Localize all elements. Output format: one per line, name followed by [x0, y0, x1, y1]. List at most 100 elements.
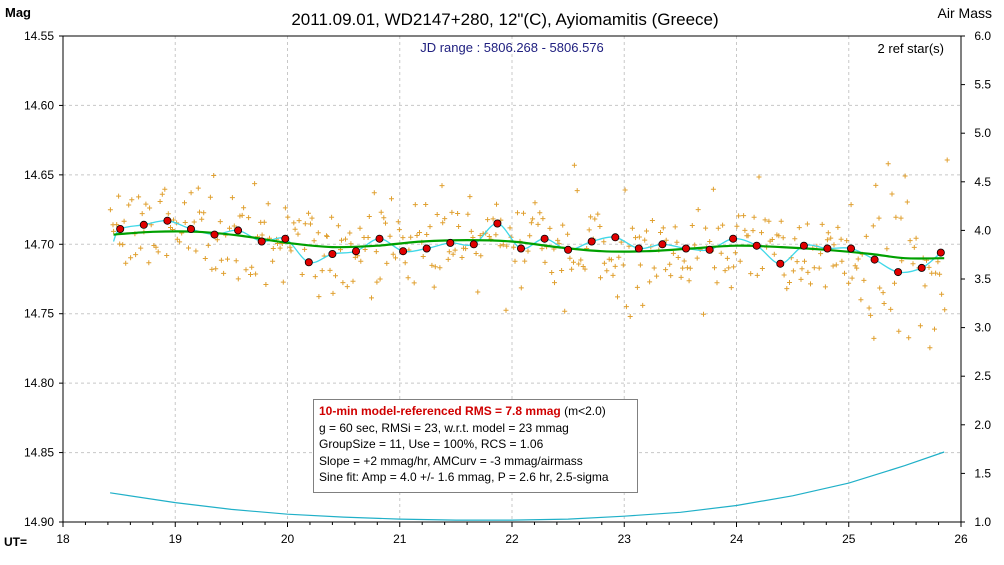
observation-point: [233, 258, 239, 264]
airmass-tick-label: 2.5: [974, 369, 991, 383]
observation-point: [542, 259, 548, 265]
mag-tick-label: 14.85: [24, 446, 54, 460]
observation-point: [876, 215, 882, 221]
observation-point: [907, 238, 913, 244]
observation-point: [778, 218, 784, 224]
observation-point: [681, 258, 687, 264]
observation-point: [412, 202, 418, 208]
x-axis-label: UT=: [4, 535, 27, 549]
observation-point: [762, 217, 768, 223]
airmass-curve: [110, 451, 945, 521]
group-mean-point: [328, 249, 337, 258]
observation-point: [434, 212, 440, 217]
observation-point: [302, 246, 308, 252]
observation-point: [854, 265, 860, 271]
observation-point: [759, 266, 765, 271]
observation-point: [139, 211, 145, 217]
observation-point: [846, 280, 852, 286]
observation-point: [942, 307, 948, 313]
observation-point: [734, 223, 740, 229]
observation-point: [231, 223, 237, 229]
observation-point: [107, 207, 113, 213]
observation-point: [751, 214, 757, 220]
observation-point: [111, 228, 117, 234]
observation-point: [578, 257, 584, 263]
x-tick-label: 23: [618, 532, 632, 546]
observation-point: [668, 273, 674, 279]
observation-point: [687, 265, 693, 271]
observation-point: [604, 268, 610, 274]
observation-point: [781, 272, 787, 278]
observation-point: [528, 220, 534, 226]
observation-point: [327, 267, 333, 273]
observation-point: [174, 236, 180, 242]
observation-point: [400, 235, 406, 241]
observation-point: [804, 221, 810, 227]
mag-tick-label: 14.90: [24, 515, 54, 529]
observation-point: [622, 187, 628, 193]
group-mean-point: [257, 237, 266, 246]
observation-point: [798, 276, 804, 282]
group-mean-point: [186, 224, 195, 233]
stats-box: 10-min model-referenced RMS = 7.8 mmag (…: [313, 399, 638, 493]
observation-point: [365, 235, 371, 240]
observation-point: [500, 242, 506, 248]
observation-point: [440, 220, 446, 226]
observation-point: [562, 308, 568, 314]
observation-point: [537, 210, 543, 216]
airmass-tick-label: 1.5: [974, 466, 991, 480]
observation-point: [348, 241, 354, 247]
observation-point: [358, 258, 364, 264]
observation-point: [465, 211, 471, 217]
observation-point: [637, 262, 643, 268]
x-tick-label: 26: [954, 532, 968, 546]
observation-point: [211, 173, 217, 178]
observation-point: [512, 258, 518, 264]
observation-point: [282, 205, 288, 211]
observation-point: [720, 222, 726, 228]
observation-point: [651, 265, 657, 271]
observation-point: [571, 162, 577, 168]
group-mean-point: [894, 268, 903, 277]
observation-point: [576, 261, 582, 267]
observation-point: [263, 282, 269, 287]
observation-point: [756, 174, 762, 180]
observation-point: [616, 254, 622, 260]
observation-point: [926, 264, 932, 270]
observation-point: [680, 265, 686, 271]
observation-point: [927, 345, 933, 351]
observation-point: [503, 307, 509, 313]
observation-point: [582, 266, 588, 272]
observation-point: [816, 265, 822, 271]
group-mean-point: [163, 216, 172, 225]
observation-point: [873, 182, 879, 188]
observation-point: [898, 215, 904, 221]
observation-point: [324, 233, 329, 239]
observation-point: [249, 264, 255, 270]
observation-point: [450, 251, 456, 257]
observation-point: [828, 235, 834, 241]
group-mean-point: [210, 230, 219, 239]
observation-point: [490, 216, 496, 222]
group-mean-point: [729, 234, 738, 243]
observation-point: [525, 248, 531, 254]
observation-point: [424, 232, 430, 237]
observation-point: [932, 326, 937, 332]
observation-point: [654, 273, 660, 279]
observation-point: [182, 200, 187, 206]
observation-point: [552, 280, 557, 286]
right-axis-label: Air Mass: [938, 5, 992, 21]
observation-point: [728, 285, 734, 291]
observation-point: [937, 271, 943, 277]
observation-point: [790, 268, 796, 274]
observation-point: [302, 221, 308, 227]
observation-point: [527, 233, 533, 239]
observation-point: [319, 268, 325, 274]
observation-point: [944, 157, 950, 163]
observation-point: [429, 262, 435, 268]
group-mean-point: [847, 244, 856, 253]
observation-point: [445, 256, 451, 262]
observation-point: [316, 294, 322, 300]
observation-point: [128, 255, 134, 261]
group-mean-point: [540, 234, 549, 243]
